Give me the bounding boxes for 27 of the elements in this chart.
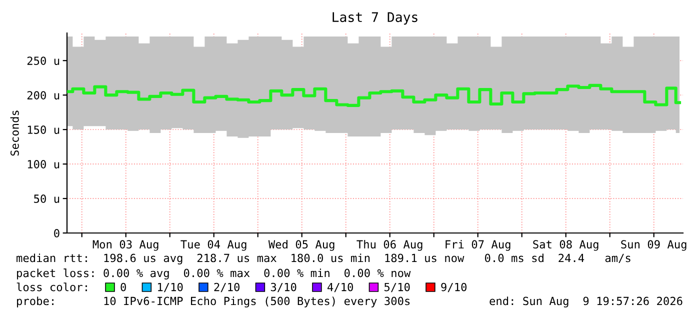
x-tick-label: Tue 04 Aug [180, 240, 246, 251]
y-tick-label: 50 u [34, 194, 60, 203]
y-axis-title: Seconds [10, 110, 19, 156]
legend-label: 1/10 [158, 282, 183, 292]
chart-title: Last 7 Days [332, 12, 418, 25]
legend-label: 9/10 [441, 282, 467, 292]
legend-title: loss color: [16, 282, 87, 292]
y-tick-label: 200 u [27, 91, 60, 100]
y-tick-label: 0 [54, 229, 60, 238]
y-tick-label: 100 u [28, 160, 60, 168]
text: median rtt: 198.6 us avg 218.7 us max 180.0 us min 189.1 us now 0.0 ms sd 24.4 am/s [16, 254, 630, 264]
x-tick-label: Sat 08 Aug [533, 240, 598, 251]
legend-label: 4/10 [328, 282, 353, 292]
x-tick-label: Wed 05 Aug [268, 240, 334, 251]
legend-label: 2/10 [214, 282, 240, 292]
x-tick-label: Thu 06 Aug [356, 240, 422, 251]
y-tick-label: 150 u [28, 126, 60, 134]
legend-label: 0 [120, 282, 126, 292]
legend-label: 3/10 [270, 282, 296, 292]
x-tick-label: Sun 09 Aug [621, 240, 686, 251]
y-tick-label: 250 u [27, 56, 60, 65]
x-tick-label: Mon 03 Aug [92, 240, 158, 251]
x-tick-label: Fri 07 Aug [446, 240, 510, 251]
text: probe: 10 IPv6-ICMP Echo Pings (500 Bytes) every 300s [17, 296, 410, 308]
text: end: Sun Aug 9 19:57:26 2026 [490, 296, 682, 308]
legend-label: 5/10 [384, 282, 410, 292]
text: packet loss: 0.00 % avg 0.00 % max 0.00 % min 0.00 % now [17, 268, 411, 280]
